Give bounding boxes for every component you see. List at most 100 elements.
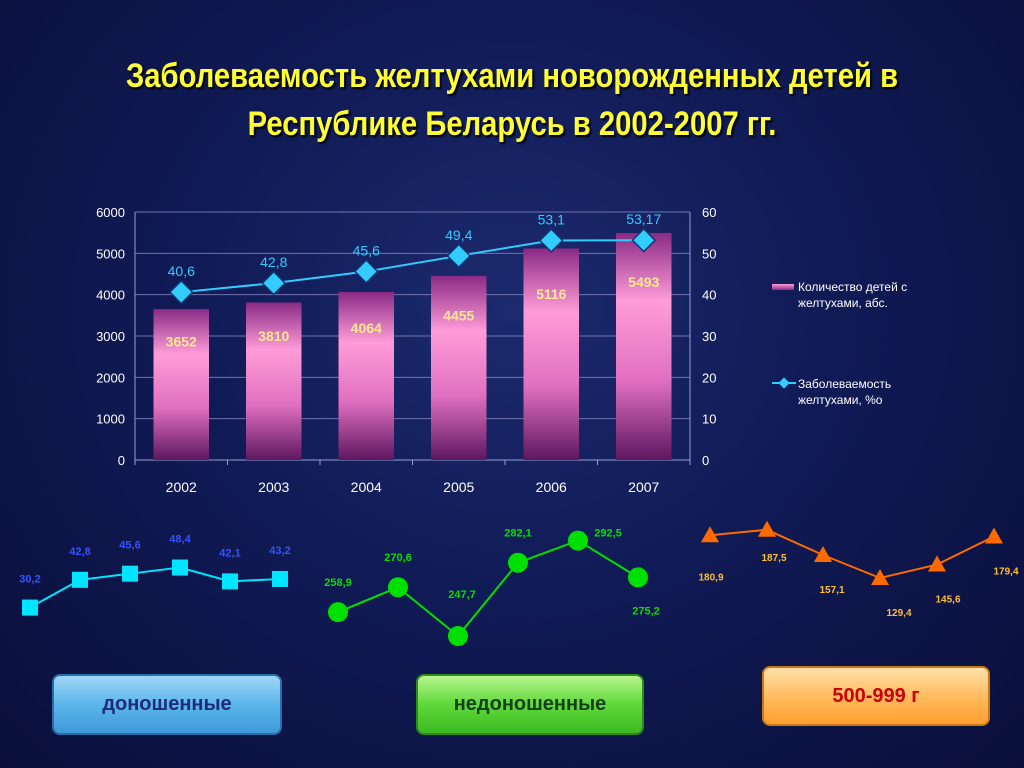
incidence-point	[631, 227, 657, 253]
bar	[431, 275, 487, 460]
bar-data-label: 4064	[351, 320, 382, 336]
legend-line-label-1: Заболеваемость	[798, 377, 891, 391]
data-label: 180,9	[698, 572, 723, 583]
data-label: 42,8	[69, 546, 90, 558]
data-label: 187,5	[761, 553, 786, 564]
data-point	[328, 602, 348, 623]
preterm-button[interactable]: недоношенные	[416, 674, 644, 735]
data-label: 157,1	[819, 585, 844, 596]
incidence-data-label: 49,4	[445, 227, 472, 243]
y-right-tick-label: 50	[702, 246, 716, 261]
vlbw-500-999-button[interactable]: 500-999 г	[762, 666, 990, 726]
incidence-point	[353, 259, 379, 284]
y-right-tick-label: 0	[702, 453, 709, 468]
x-tick-label: 2004	[351, 479, 382, 495]
incidence-point	[261, 270, 287, 296]
preterm-line-chart: 258,9 270,6 247,7 282,1 292,5 275,2	[324, 528, 660, 646]
incidence-data-label: 53,1	[538, 212, 565, 228]
title-line-2: Республике Беларусь в 2002-2007 гг.	[247, 105, 777, 143]
y-right-tick-label: 60	[702, 205, 716, 220]
data-point	[928, 555, 946, 572]
page-title: Заболеваемость желтухами новорожденных д…	[72, 52, 953, 148]
data-point	[22, 599, 38, 616]
incidence-data-label: 42,8	[260, 254, 287, 270]
data-label: 179,4	[993, 567, 1018, 578]
bar	[338, 292, 394, 460]
data-label: 45,6	[119, 540, 140, 552]
y-left-tick-label: 4000	[96, 288, 125, 303]
incidence-point	[538, 228, 564, 253]
data-point	[272, 570, 288, 587]
legend-bar-swatch	[772, 284, 794, 290]
data-point	[568, 530, 588, 551]
x-tick-label: 2006	[536, 479, 567, 495]
data-label: 258,9	[324, 577, 352, 589]
y-right-tick-label: 20	[702, 370, 716, 385]
data-label: 292,5	[594, 528, 622, 540]
bar-data-label: 3810	[258, 328, 289, 344]
data-label: 145,6	[935, 595, 960, 606]
incidence-point	[168, 279, 194, 305]
data-point	[985, 527, 1003, 544]
data-point	[72, 571, 88, 588]
data-label: 48,4	[169, 534, 191, 546]
data-label: 30,2	[19, 574, 40, 586]
y-left-tick-label: 2000	[96, 370, 125, 385]
data-point	[388, 577, 408, 598]
data-point	[448, 626, 468, 646]
term-button[interactable]: доношенные	[52, 674, 282, 735]
bar-data-label: 5116	[536, 286, 567, 302]
bar-data-label: 4455	[443, 307, 474, 323]
y-left-tick-label: 5000	[96, 246, 125, 261]
x-tick-label: 2007	[628, 479, 659, 495]
y-left-tick-label: 1000	[96, 412, 125, 427]
data-point	[871, 569, 889, 585]
data-point	[628, 567, 648, 588]
data-point	[814, 546, 832, 563]
data-point	[222, 573, 238, 590]
bar	[523, 248, 579, 460]
incidence-data-label: 40,6	[168, 263, 195, 279]
data-label: 275,2	[632, 605, 660, 617]
chart-legend: Количество детей с желтухами, абс. Заболев…	[772, 280, 907, 407]
data-label: 43,2	[269, 545, 290, 557]
data-point	[508, 552, 528, 573]
data-label: 247,7	[448, 589, 476, 601]
y-right-tick-label: 40	[702, 288, 716, 303]
y-right-tick-label: 30	[702, 329, 716, 344]
data-label: 42,1	[219, 547, 240, 559]
bar-data-label: 5493	[628, 274, 659, 290]
bar	[246, 302, 302, 460]
bar-data-label: 3652	[166, 333, 197, 349]
y-right-tick-label: 10	[702, 412, 716, 427]
series-line	[709, 528, 995, 580]
vlbw-line-chart: 180,9 187,5 157,1 129,4 145,6 179,4	[698, 520, 1019, 619]
data-label: 282,1	[504, 528, 532, 540]
term-line-chart: 30,2 42,8 45,6 48,4 42,1 43,2	[19, 534, 291, 616]
incidence-point	[446, 243, 472, 269]
incidence-data-label: 45,6	[353, 243, 380, 259]
legend-line-marker	[778, 377, 790, 389]
incidence-data-label: 53,17	[626, 211, 661, 227]
data-point	[122, 565, 138, 582]
bar	[153, 309, 209, 460]
legend-bar-label-1: Количество детей с	[798, 280, 907, 294]
series-line	[29, 566, 281, 609]
main-combo-chart: 0 1000 2000 3000 4000 5000 6000 0 10 20 30 40 50 60 20…	[96, 205, 716, 495]
y-left-tick-label: 6000	[96, 205, 125, 220]
data-point	[172, 559, 188, 576]
bar	[616, 232, 672, 460]
incidence-line	[181, 239, 644, 294]
x-tick-label: 2003	[258, 479, 289, 495]
y-left-tick-label: 0	[118, 453, 125, 468]
legend-line-label-2: желтухами, %о	[798, 393, 883, 407]
data-point	[758, 520, 776, 537]
title-line-1: Заболеваемость желтухами новорожденных д…	[125, 57, 899, 95]
x-tick-label: 2002	[166, 479, 197, 495]
y-left-tick-label: 3000	[96, 329, 125, 344]
legend-bar-label-2: желтухами, абс.	[798, 296, 888, 310]
data-label: 270,6	[384, 552, 412, 564]
series-line	[337, 539, 639, 638]
data-label: 129,4	[886, 608, 911, 619]
